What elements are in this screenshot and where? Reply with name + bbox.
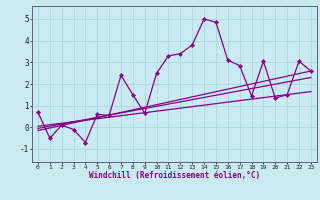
X-axis label: Windchill (Refroidissement éolien,°C): Windchill (Refroidissement éolien,°C) xyxy=(89,171,260,180)
